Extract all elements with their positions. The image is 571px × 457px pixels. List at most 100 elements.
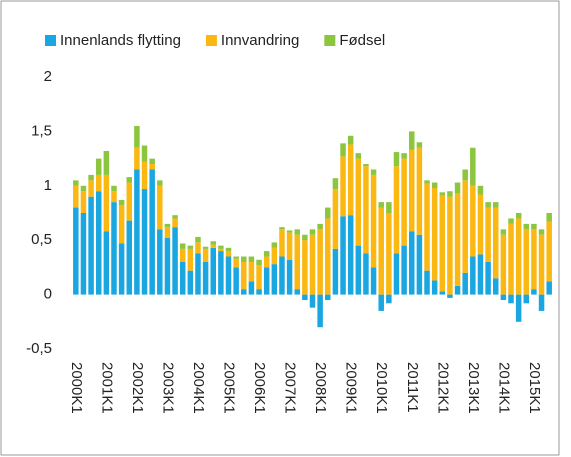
bar	[347, 135, 354, 145]
bar	[218, 251, 224, 295]
bar	[447, 294, 453, 298]
bar	[263, 256, 270, 268]
legend-label: Innvandring	[221, 32, 299, 49]
bar	[355, 245, 362, 295]
bar	[126, 220, 133, 295]
bar	[88, 180, 94, 197]
bar	[347, 144, 354, 216]
bar	[157, 180, 163, 186]
bar	[401, 158, 407, 246]
bar	[317, 229, 323, 295]
bar	[538, 234, 545, 295]
bar	[73, 185, 79, 208]
bar	[256, 265, 262, 290]
bar	[332, 189, 339, 249]
y-tick-label: 1,5	[31, 122, 52, 139]
bar	[103, 231, 110, 295]
bar	[340, 216, 346, 295]
bar	[88, 196, 94, 295]
bar	[279, 227, 285, 230]
bar	[118, 243, 125, 295]
x-tick-label: 2010K1	[373, 362, 390, 414]
bar	[477, 254, 484, 295]
bar	[95, 191, 102, 295]
bar	[241, 289, 247, 295]
bar	[286, 230, 293, 233]
bar	[218, 248, 224, 252]
bar	[386, 202, 392, 213]
bar	[286, 232, 293, 260]
bar	[302, 294, 308, 301]
bar	[218, 245, 224, 249]
bar	[378, 294, 384, 311]
bar	[340, 143, 346, 157]
bar	[393, 253, 400, 295]
bar	[515, 213, 522, 219]
x-tick-label: 2002K1	[129, 362, 146, 414]
bar	[416, 142, 423, 148]
bar	[271, 264, 278, 295]
bar	[256, 289, 262, 295]
bar	[370, 169, 377, 175]
bar	[492, 278, 499, 295]
bar	[172, 215, 178, 219]
bar	[149, 158, 155, 165]
bar	[202, 261, 209, 295]
bar	[210, 241, 216, 245]
bar	[279, 229, 285, 257]
bar	[294, 229, 300, 235]
bar	[233, 256, 239, 259]
bar	[302, 234, 308, 241]
bar	[210, 247, 216, 295]
bar	[225, 247, 232, 252]
bar	[363, 253, 369, 295]
bar	[134, 125, 140, 148]
bar	[447, 196, 453, 295]
x-tick-label: 2004K1	[190, 362, 207, 414]
bar	[477, 185, 484, 195]
bar	[210, 244, 216, 248]
x-tick-label: 2013K1	[465, 362, 482, 414]
x-tick-label: 2006K1	[251, 362, 268, 414]
bar	[546, 213, 552, 222]
bar	[103, 150, 110, 175]
x-tick-label: 2011K1	[404, 362, 421, 413]
bar	[500, 234, 507, 295]
bar	[111, 185, 117, 192]
bar	[531, 229, 537, 290]
bar	[225, 256, 232, 295]
bar	[393, 152, 400, 167]
bar	[294, 234, 300, 290]
bar	[263, 251, 270, 257]
bar	[157, 185, 163, 230]
bar	[271, 242, 278, 248]
bar	[179, 243, 186, 249]
bar	[111, 202, 117, 295]
bar	[317, 223, 323, 230]
legend-swatch	[324, 35, 336, 46]
bar	[515, 218, 522, 295]
bar	[279, 256, 285, 295]
x-tick-label: 2012K1	[434, 362, 451, 414]
y-tick-label: -0,5	[26, 340, 52, 357]
bar	[126, 182, 133, 221]
bar	[141, 189, 148, 295]
bar	[332, 178, 339, 190]
bar	[370, 267, 377, 295]
bar	[286, 259, 293, 295]
bar	[141, 145, 148, 162]
bar	[546, 281, 552, 295]
bar	[317, 294, 323, 328]
bar	[172, 218, 178, 228]
bar	[355, 153, 362, 159]
legend-swatch	[45, 35, 56, 46]
bar	[462, 272, 468, 295]
bar	[439, 195, 446, 292]
bar	[187, 248, 194, 271]
bar	[256, 259, 262, 266]
y-tick-label: 0	[44, 286, 52, 303]
bar	[111, 191, 117, 203]
bar	[492, 202, 499, 208]
x-tick-label: 2015K1	[526, 362, 543, 414]
bar	[195, 236, 201, 243]
